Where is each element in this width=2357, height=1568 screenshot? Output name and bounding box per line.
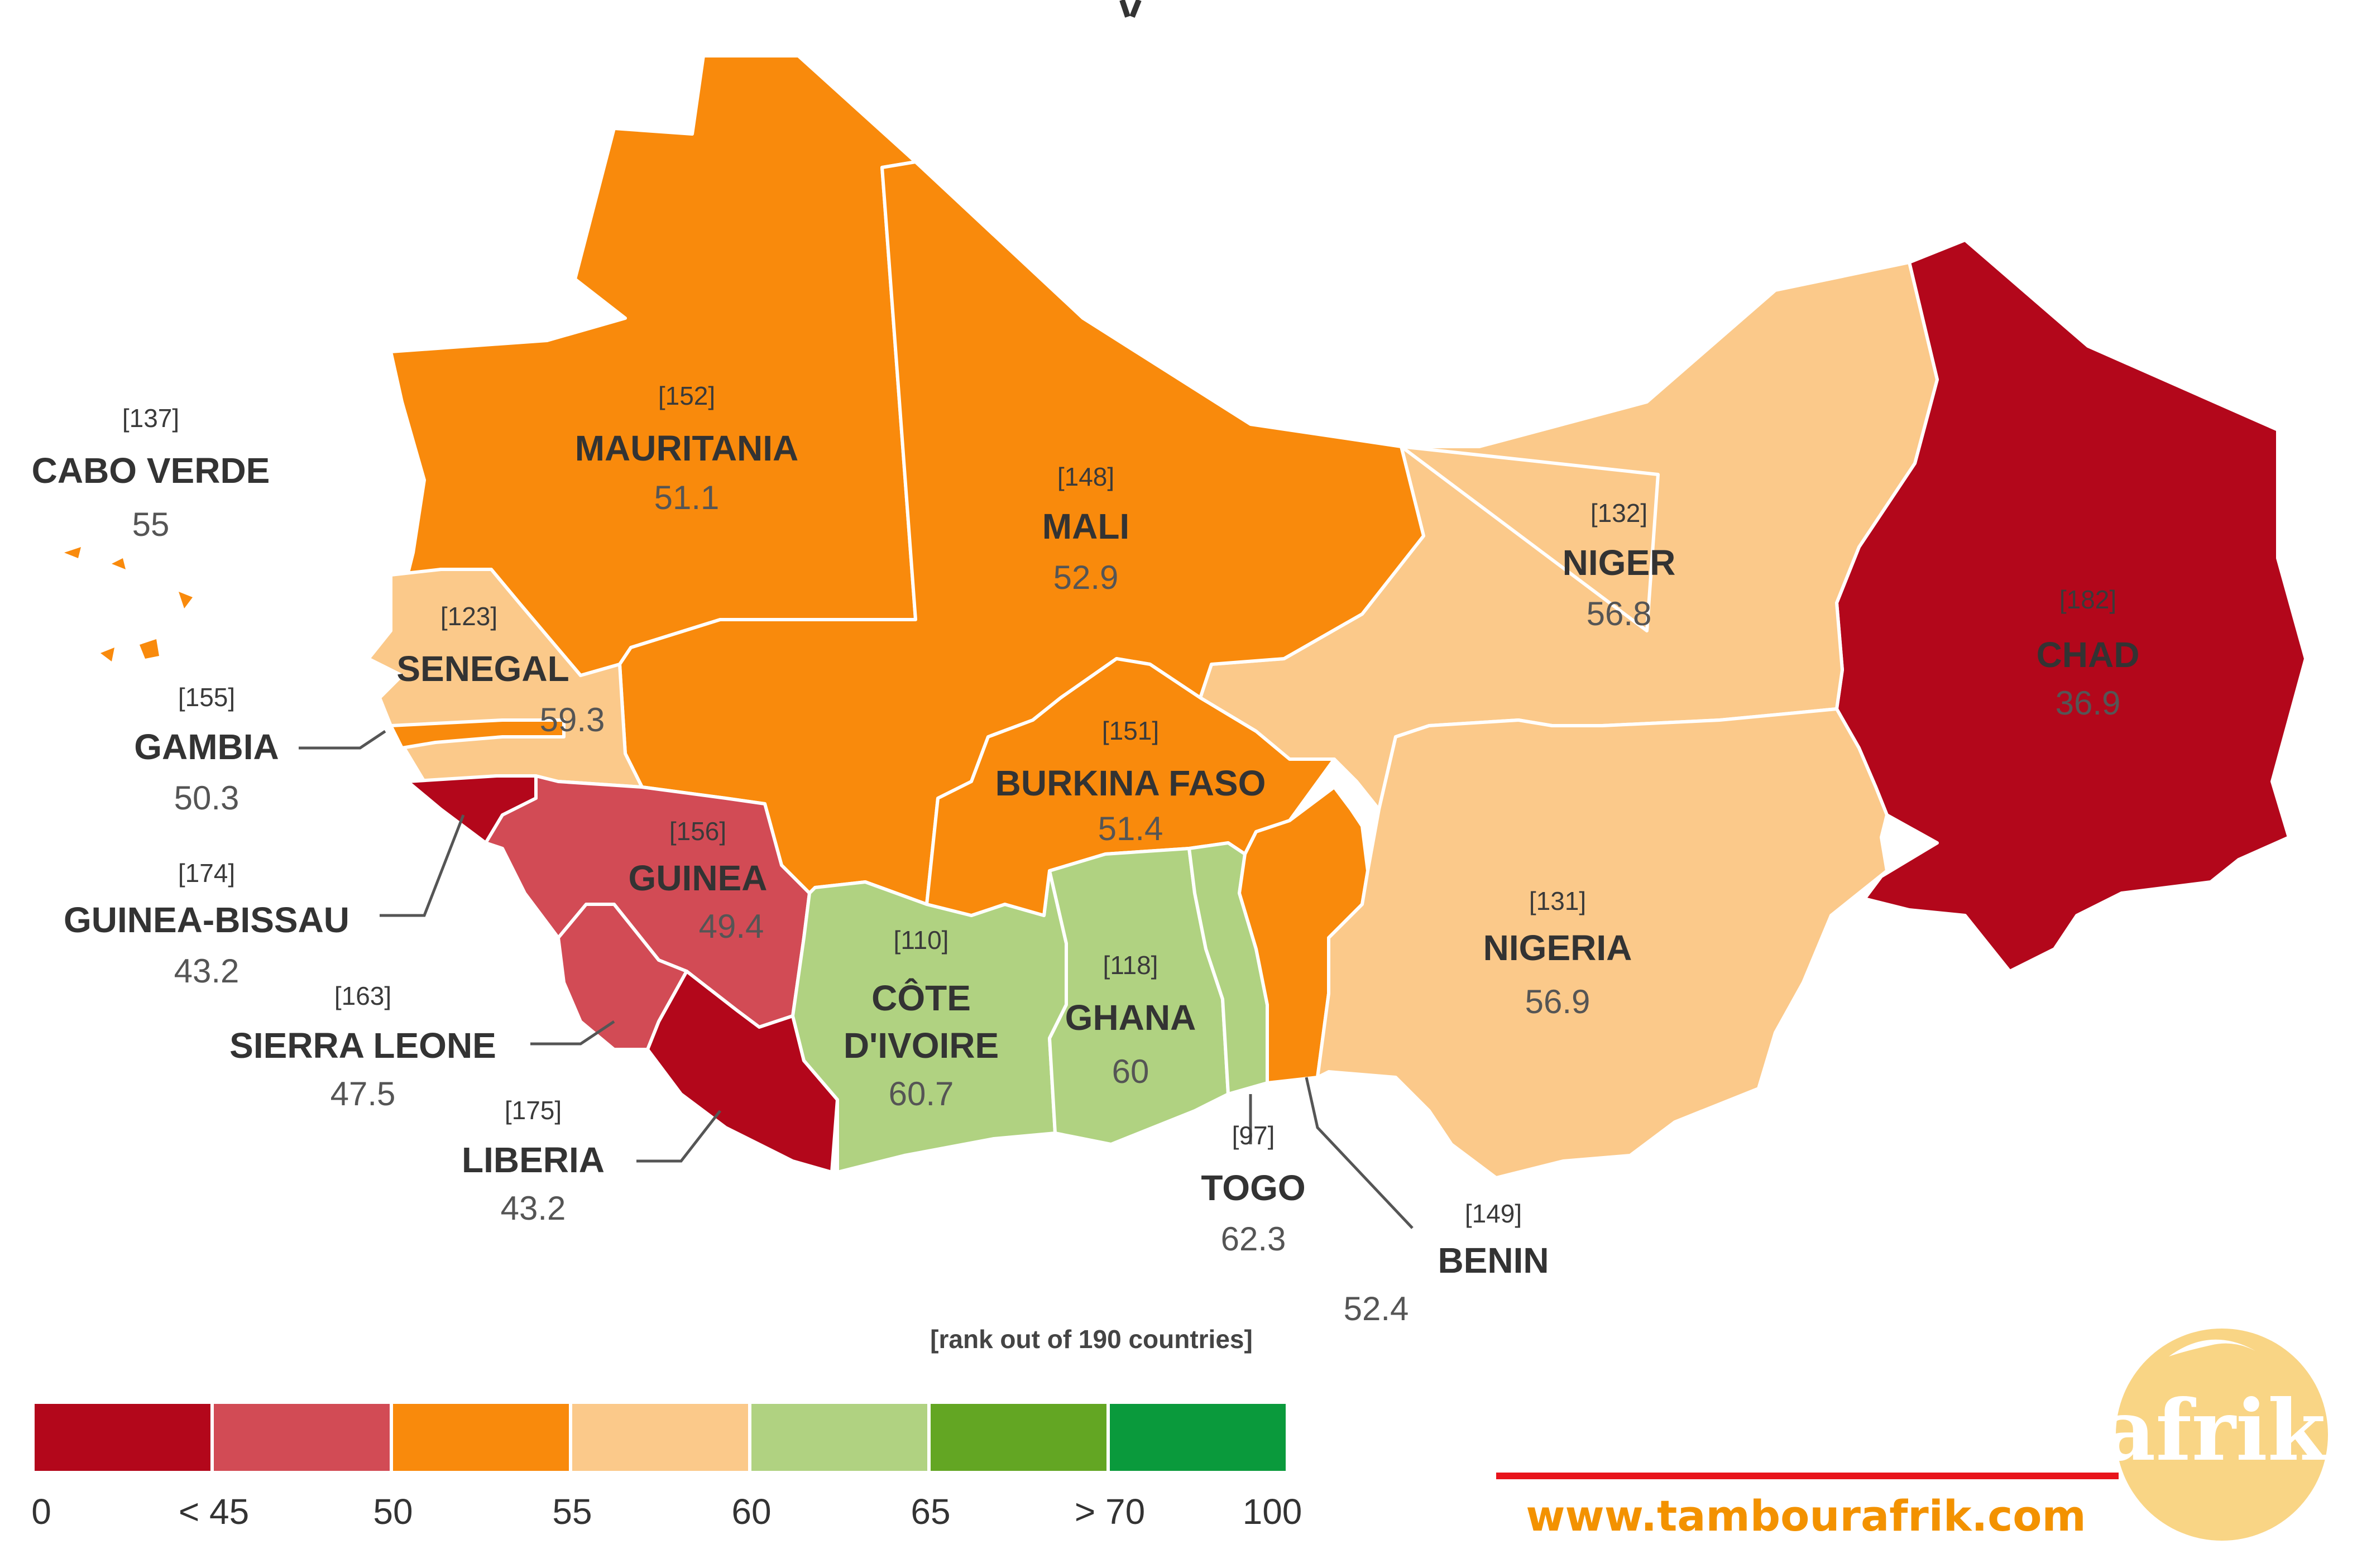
legend-ticks: 0 < 45 50 55 60 65 > 70 100: [31, 1492, 1302, 1532]
guinea-name: GUINEA: [629, 858, 768, 898]
cote-divoire-score: 60.7: [889, 1075, 954, 1113]
country-burkina-faso: [925, 657, 1336, 917]
watermark-logo: afrik: [2101, 1329, 2328, 1541]
guinea-bissau-name: GUINEA-BISSAU: [64, 900, 349, 940]
benin-score: 52.4: [1344, 1290, 1409, 1327]
logo-circle: [2116, 1329, 2328, 1541]
senegal-score: 59.3: [540, 701, 605, 739]
legend-tick-label: 60: [731, 1492, 771, 1532]
watermark-url: www.tambourafrik.com: [1526, 1491, 2086, 1541]
leader-lines: [299, 730, 1414, 1229]
legend-tick-label: 100: [1243, 1492, 1302, 1532]
cote-divoire-name-line1: CÔTE: [871, 977, 971, 1018]
togo-rank: [97]: [1232, 1121, 1275, 1150]
legend-tick-label: 65: [911, 1492, 950, 1532]
country-gambia: [389, 718, 566, 750]
legend-swatch: [393, 1404, 569, 1471]
mauritania-score: 51.1: [654, 479, 720, 516]
bird-icon: [2169, 1339, 2255, 1356]
guinea-rank: [156]: [669, 817, 726, 846]
guinea-bissau-score: 43.2: [174, 952, 239, 990]
gambia-rank: [155]: [178, 683, 235, 712]
niger-name: NIGER: [1563, 543, 1676, 583]
sierra-leone-rank: [163]: [334, 981, 391, 1010]
legend-tick-label: 0: [31, 1492, 51, 1532]
chad-score: 36.9: [2056, 684, 2121, 722]
sierra-leone-name: SIERRA LEONE: [229, 1025, 496, 1066]
logo-text: afrik: [2101, 1382, 2327, 1480]
senegal-rank: [123]: [440, 602, 497, 631]
togo-name: TOGO: [1201, 1168, 1305, 1208]
mali-rank: [148]: [1057, 462, 1114, 491]
benin-rank: [149]: [1465, 1199, 1522, 1228]
cote-divoire-rank: [110]: [894, 926, 949, 955]
guinea-bissau-rank: [174]: [178, 859, 235, 888]
niger-rank: [132]: [1591, 498, 1647, 528]
legend-swatch: [751, 1404, 927, 1471]
legend-swatch: [572, 1404, 748, 1471]
chad-name: CHAD: [2037, 635, 2140, 675]
nigeria-name: NIGERIA: [1483, 928, 1632, 968]
cabo-verde-rank: [137]: [122, 404, 179, 433]
legend-tick-label: < 45: [179, 1492, 249, 1532]
legend-tick-label: 50: [373, 1492, 413, 1532]
country-nigeria: [1316, 707, 1889, 1179]
legend-tick-label: > 70: [1075, 1492, 1145, 1532]
legend-swatch: [35, 1404, 210, 1471]
liberia-name: LIBERIA: [462, 1140, 605, 1180]
togo-score: 62.3: [1221, 1220, 1286, 1258]
cabo-verde-name: CABO VERDE: [32, 450, 270, 491]
gambia-name: GAMBIA: [134, 727, 279, 767]
ghana-name: GHANA: [1065, 998, 1196, 1038]
mauritania-rank: [152]: [658, 381, 715, 410]
watermark-rule: [1496, 1473, 2119, 1479]
nigeria-score: 56.9: [1525, 983, 1591, 1020]
country-cabo-verde: [64, 547, 193, 661]
mali-name: MALI: [1042, 506, 1129, 546]
rank-note: [rank out of 190 countries]: [930, 1325, 1253, 1354]
mauritania-name: MAURITANIA: [575, 428, 799, 468]
benin-name: BENIN: [1438, 1240, 1549, 1281]
ghana-score: 60: [1112, 1053, 1149, 1090]
legend-swatch: [214, 1404, 390, 1471]
burkina-faso-name: BURKINA FASO: [995, 763, 1266, 803]
niger-score: 56.8: [1587, 595, 1652, 632]
burkina-faso-score: 51.4: [1098, 810, 1163, 847]
burkina-faso-rank: [151]: [1102, 716, 1159, 745]
title-fragment: [1119, 0, 1142, 18]
cabo-verde-score: 55: [132, 506, 170, 543]
legend-swatch: [931, 1404, 1106, 1471]
chad-rank: [182]: [2059, 585, 2116, 614]
mali-score: 52.9: [1053, 559, 1119, 596]
ghana-rank: [118]: [1103, 951, 1158, 980]
cote-divoire-name-line2: D'IVOIRE: [844, 1025, 999, 1066]
gambia-score: 50.3: [174, 779, 239, 817]
liberia-rank: [175]: [505, 1096, 562, 1125]
sierra-leone-score: 47.5: [330, 1075, 396, 1113]
nigeria-rank: [131]: [1529, 886, 1586, 915]
liberia-score: 43.2: [501, 1190, 566, 1227]
guinea-score: 49.4: [699, 908, 764, 945]
legend-tick-label: 55: [552, 1492, 592, 1532]
legend-color-scale: [35, 1404, 1286, 1471]
senegal-name: SENEGAL: [396, 649, 569, 689]
legend-swatch: [1110, 1404, 1286, 1471]
